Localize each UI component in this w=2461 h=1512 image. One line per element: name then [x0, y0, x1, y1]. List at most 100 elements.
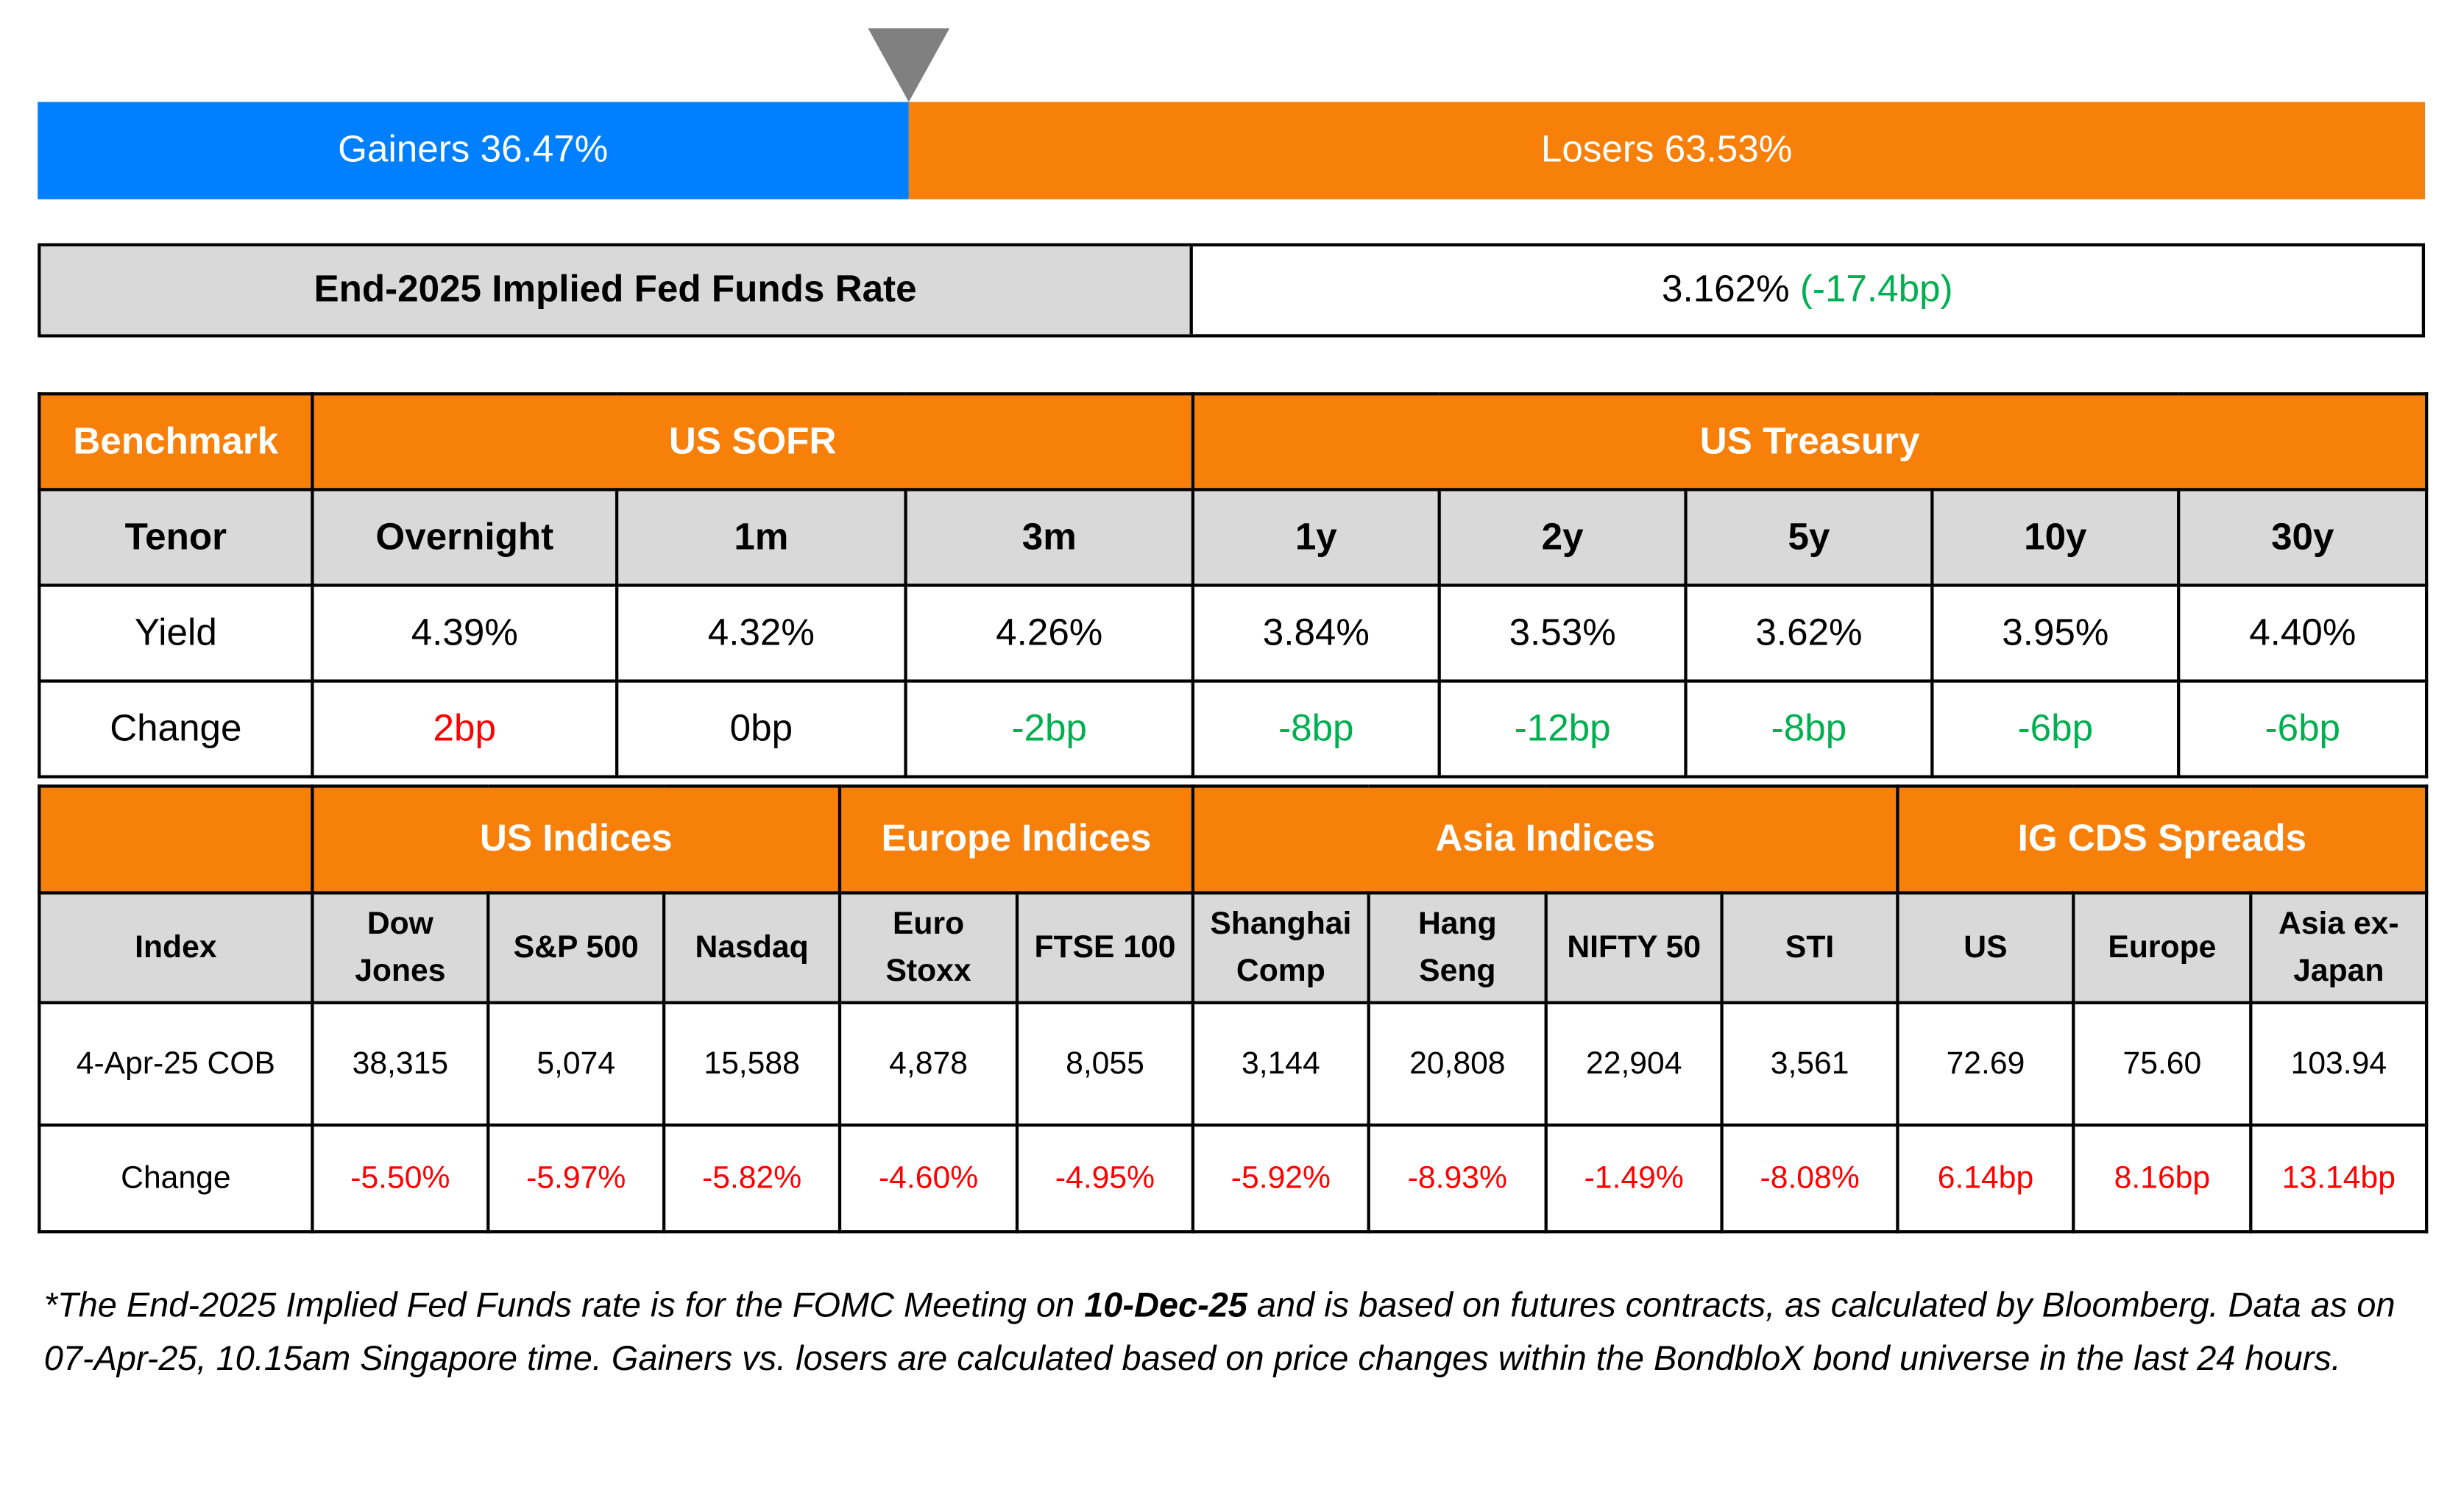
index-value: 20,808 [1367, 1001, 1548, 1127]
index-name-line: Hang [1417, 906, 1497, 942]
yield-value: 3.53% [1437, 583, 1688, 683]
tenor-header: 2y [1437, 488, 1688, 587]
treasury-header: US Treasury [1191, 392, 2429, 491]
index-name-header: S&P 500 [486, 891, 666, 1004]
index-name-header: Dow Jones [311, 891, 490, 1004]
index-name-line: Europe [2108, 930, 2217, 965]
index-name-header: Shanghai Comp [1191, 891, 1370, 1004]
footnote-date: 10-Dec-25 [1084, 1285, 1247, 1324]
index-value: 38,315 [311, 1001, 490, 1127]
index-name-line: Dow [367, 906, 433, 942]
index-change: -5.50% [311, 1124, 490, 1234]
index-change: -5.92% [1191, 1124, 1370, 1234]
index-label: Index [38, 891, 314, 1004]
tenor-label: Tenor [38, 488, 314, 587]
index-name-header: Hang Seng [1367, 891, 1548, 1004]
index-change: 8.16bp [2072, 1124, 2253, 1234]
tenor-header: 10y [1930, 488, 2181, 587]
blank-header [38, 784, 314, 895]
group-header-cds: IG CDS Spreads [1896, 784, 2429, 895]
index-name-line: US [1964, 930, 2008, 965]
index-value: 5,074 [486, 1001, 666, 1127]
tenor-header: 30y [2177, 488, 2429, 587]
index-change: -1.49% [1544, 1124, 1724, 1234]
index-name-line: Japan [2293, 954, 2384, 989]
footnote: *The End-2025 Implied Fed Funds rate is … [43, 1285, 2396, 1378]
losers-segment: Losers 63.53% [908, 102, 2426, 199]
benchmark-header: Benchmark [38, 392, 314, 491]
index-value: 103.94 [2249, 1001, 2429, 1127]
gainers-segment: Gainers 36.47% [38, 102, 909, 199]
index-name-header: Asia ex- Japan [2249, 891, 2429, 1004]
index-name-line: Jones [355, 954, 446, 989]
date-label: 4-Apr-25 COB [38, 1001, 314, 1127]
rates-table: Benchmark US SOFR US Treasury Tenor Overn… [38, 392, 2429, 778]
index-value: 4,878 [838, 1001, 1019, 1127]
yield-change: -12bp [1437, 679, 1688, 778]
index-name-header: Nasdaq [662, 891, 842, 1004]
triangle-down-icon [868, 28, 950, 102]
group-header-asia: Asia Indices [1191, 784, 1899, 895]
fed-funds-value: 3.162% [1662, 268, 1790, 311]
index-name-line: NIFTY 50 [1567, 930, 1702, 965]
group-header-europe: Europe Indices [838, 784, 1195, 895]
sofr-header: US SOFR [311, 392, 1195, 491]
index-name-line: STI [1785, 930, 1835, 965]
tenor-header: 5y [1684, 488, 1934, 587]
index-change-label: Change [38, 1124, 314, 1234]
index-value: 72.69 [1896, 1001, 2075, 1127]
index-name-header: FTSE 100 [1015, 891, 1195, 1004]
yield-value: 4.32% [615, 583, 907, 683]
index-name-header: Euro Stoxx [838, 891, 1019, 1004]
index-name-line: Comp [1236, 954, 1325, 989]
yield-change: -6bp [1930, 679, 2181, 778]
index-name-line: Asia ex- [2278, 906, 2399, 942]
tenor-header: Overnight [311, 488, 619, 587]
index-value: 8,055 [1015, 1001, 1195, 1127]
index-name-header: STI [1720, 891, 1899, 1004]
index-value: 75.60 [2072, 1001, 2253, 1127]
index-name-header: US [1896, 891, 2075, 1004]
index-name-line: Euro [892, 906, 965, 942]
yield-value: 4.26% [904, 583, 1195, 683]
yield-value: 3.84% [1191, 583, 1441, 683]
yield-change: -2bp [904, 679, 1195, 778]
fed-funds-value-cell: 3.162% (-17.4bp) [1193, 246, 2422, 334]
gainers-losers-bar: Gainers 36.47% Losers 63.53% [38, 102, 2426, 199]
tenor-header: 1y [1191, 488, 1441, 587]
index-name-header: Europe [2072, 891, 2253, 1004]
index-change: 13.14bp [2249, 1124, 2429, 1234]
tenor-header: 1m [615, 488, 907, 587]
yield-value: 4.39% [311, 583, 619, 683]
index-name-line: Nasdaq [695, 930, 809, 965]
yield-change: -6bp [2177, 679, 2429, 778]
index-name-line: FTSE 100 [1034, 930, 1176, 965]
yield-value: 3.95% [1930, 583, 2181, 683]
index-change: -4.95% [1015, 1124, 1195, 1234]
index-value: 3,144 [1191, 1001, 1370, 1127]
index-change: -5.97% [486, 1124, 666, 1234]
yield-change: -8bp [1191, 679, 1441, 778]
index-change: -5.82% [662, 1124, 842, 1234]
fed-funds-label: End-2025 Implied Fed Funds Rate [40, 246, 1193, 335]
yield-label: Yield [38, 583, 314, 683]
index-change: -8.93% [1367, 1124, 1548, 1234]
index-change: -8.08% [1720, 1124, 1899, 1234]
yield-value: 3.62% [1684, 583, 1934, 683]
index-change: 6.14bp [1896, 1124, 2075, 1234]
fed-funds-box: End-2025 Implied Fed Funds Rate 3.162% (… [38, 243, 2426, 338]
index-name-header: NIFTY 50 [1544, 891, 1724, 1004]
index-name-line: Seng [1419, 954, 1496, 989]
yield-value: 4.40% [2177, 583, 2429, 683]
index-change: -4.60% [838, 1124, 1019, 1234]
group-header-us: US Indices [311, 784, 842, 895]
index-name-line: Shanghai [1210, 906, 1352, 942]
index-value: 22,904 [1544, 1001, 1724, 1127]
indices-table: US Indices Europe Indices Asia Indices I… [38, 784, 2429, 1234]
yield-change: 2bp [311, 679, 619, 778]
fed-funds-change: (-17.4bp) [1799, 268, 1953, 311]
tenor-header: 3m [904, 488, 1195, 587]
yield-change: 0bp [615, 679, 907, 778]
index-name-line: S&P 500 [513, 930, 639, 965]
